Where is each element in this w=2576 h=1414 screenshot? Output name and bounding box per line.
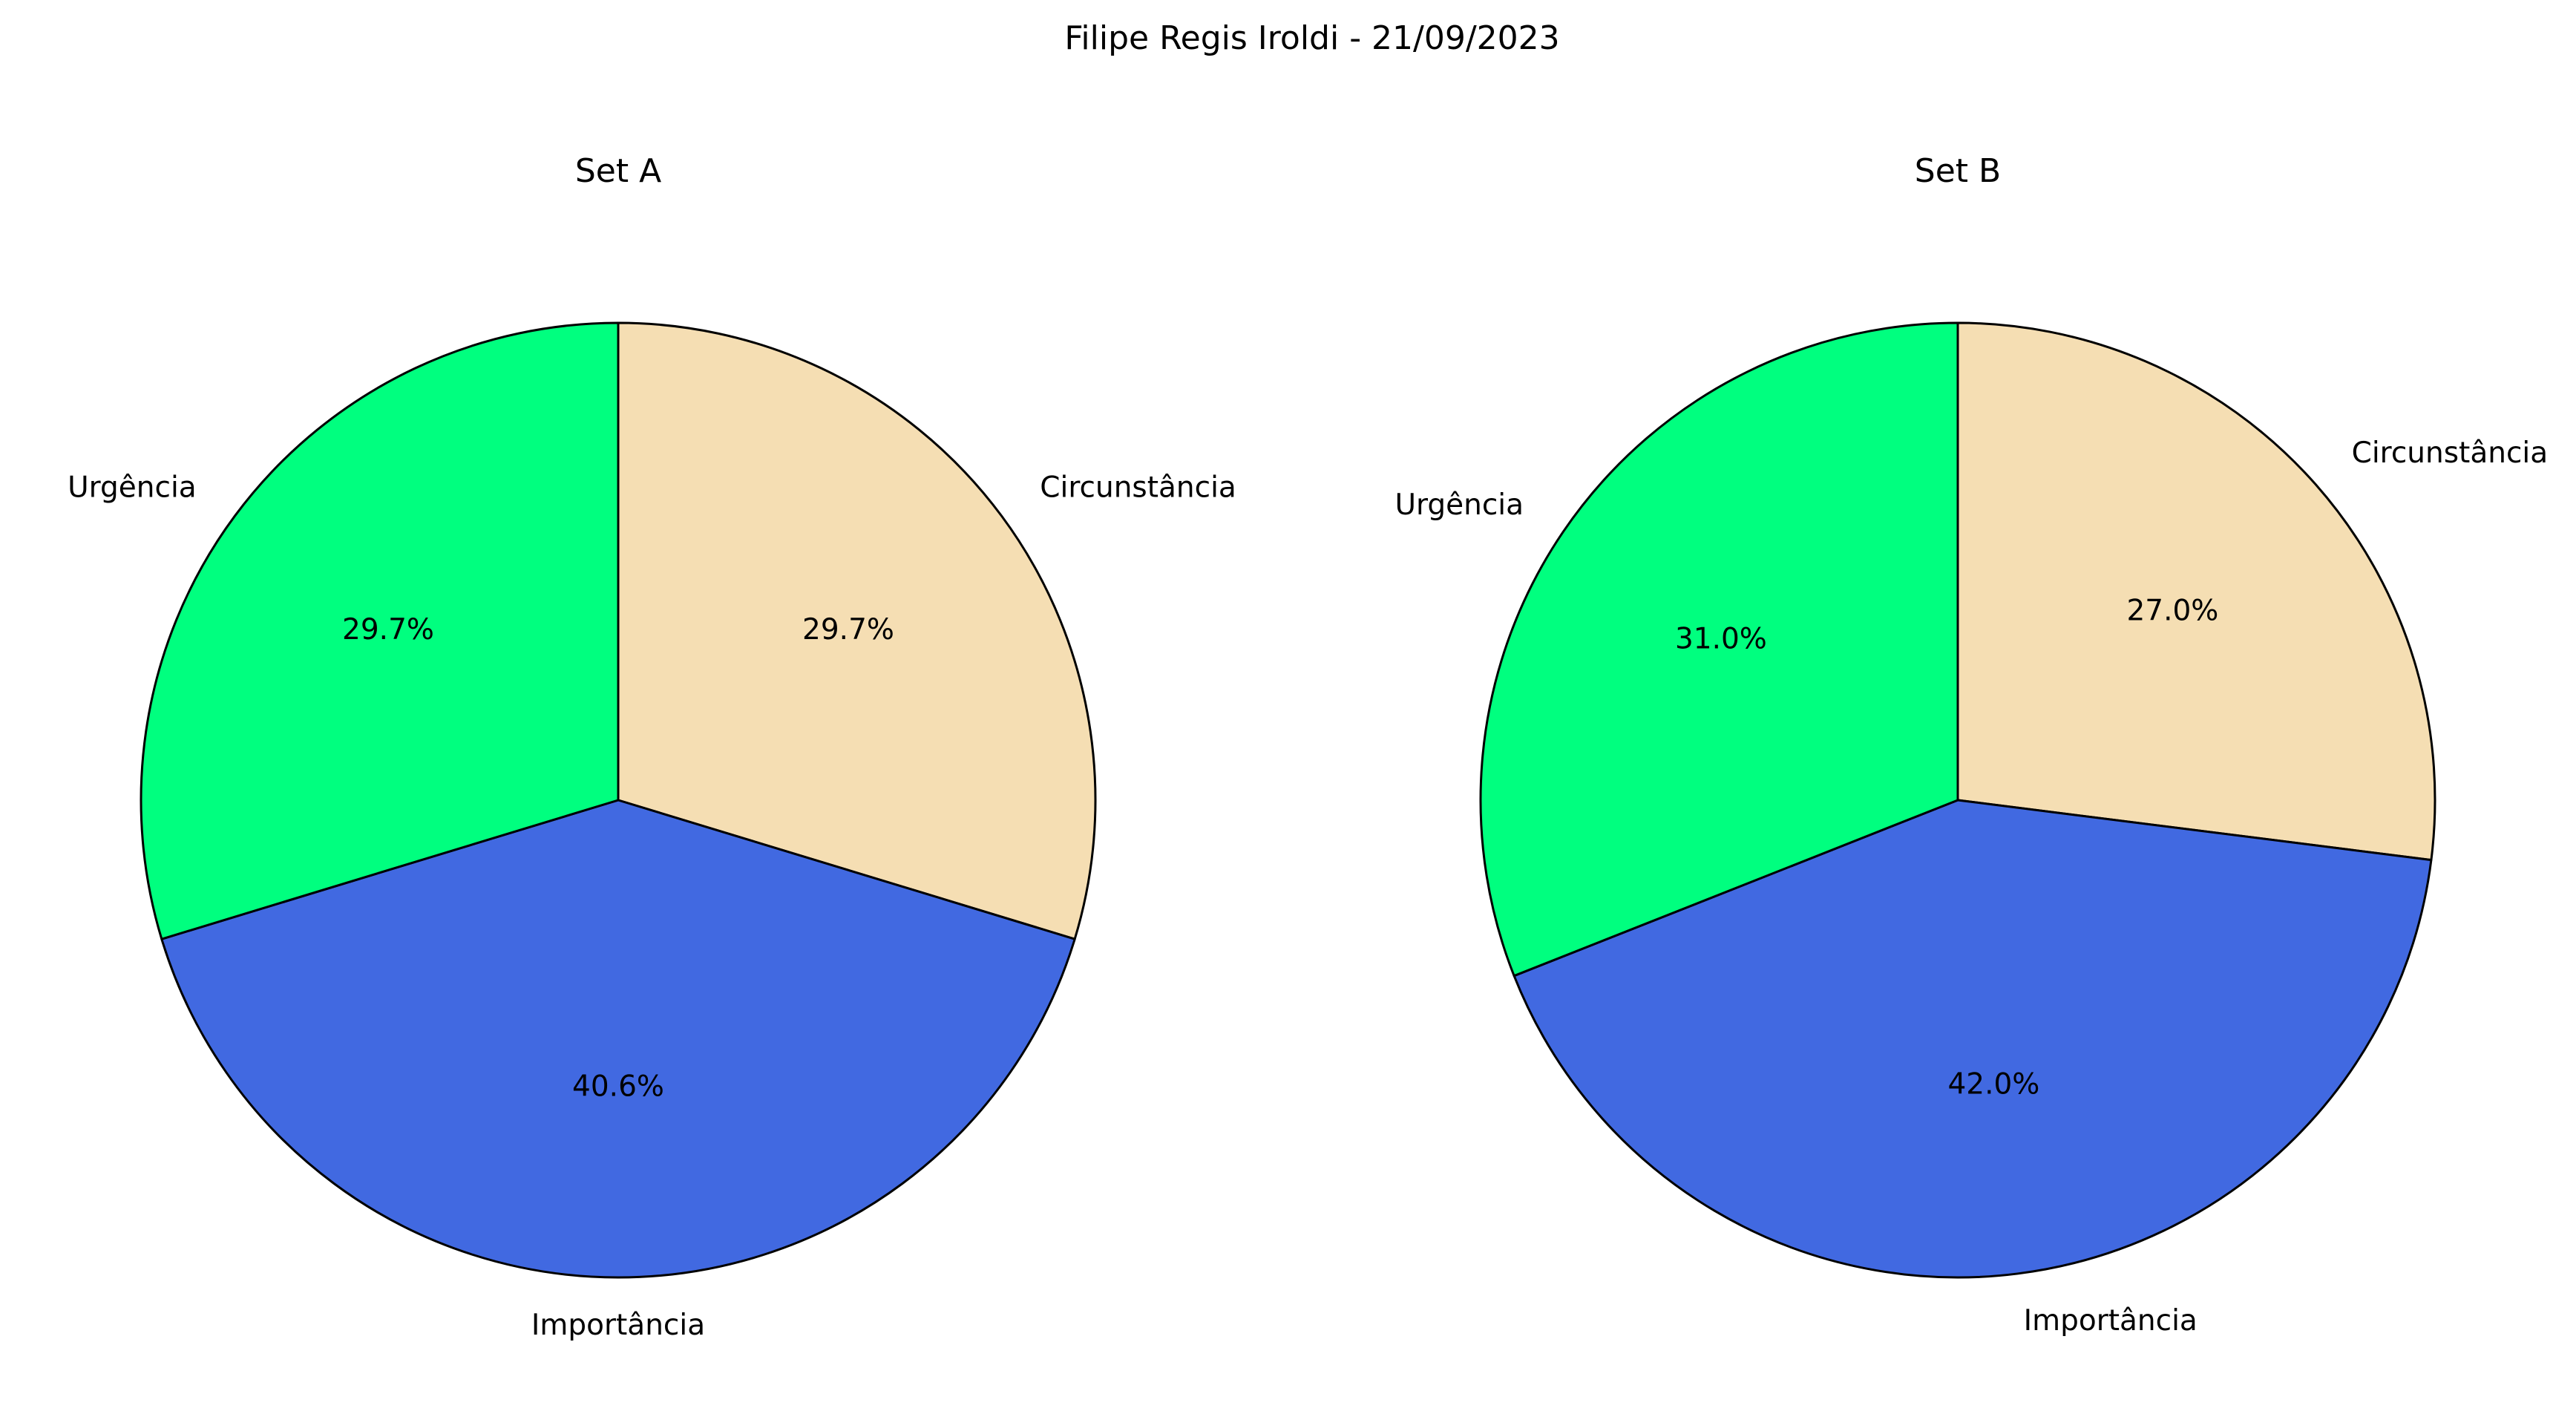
- percent-label-circunstancia-set-a: 29.7%: [802, 613, 894, 647]
- pie-labels-set-b: Circunstância 27.0% Importância 42.0% Urgênc…: [1394, 436, 2548, 1338]
- pie-slice-circunstancia-set-a: [617, 321, 1097, 940]
- percent-label-importancia-set-b: 42.0%: [1947, 1067, 2039, 1101]
- slice-label-importancia-set-a: Importância: [531, 1309, 705, 1342]
- percent-label-circunstancia-set-b: 27.0%: [2126, 594, 2218, 627]
- pie-chart-set-a: Set A Circunstância 29.7% Importância 40.6%…: [68, 152, 1236, 1342]
- slice-label-urgencia-set-a: Urgência: [68, 471, 197, 504]
- pie-slice-importancia-set-b: [1513, 799, 2433, 1279]
- percent-label-urgencia-set-a: 29.7%: [342, 613, 434, 647]
- slice-label-importancia-set-b: Importância: [2024, 1304, 2198, 1338]
- pie-slice-urgencia-set-b: [1479, 321, 1959, 978]
- percent-label-importancia-set-a: 40.6%: [572, 1070, 664, 1103]
- pie-labels-set-a: Circunstância 29.7% Importância 40.6% Urgênc…: [68, 471, 1236, 1341]
- percent-label-urgencia-set-b: 31.0%: [1675, 623, 1767, 656]
- slice-label-circunstancia-set-b: Circunstância: [2352, 436, 2549, 470]
- pie-slices-set-b: [1479, 321, 2436, 1279]
- chart-title-set-b: Set B: [1915, 152, 2001, 190]
- pie-slice-circunstancia-set-b: [1956, 321, 2436, 862]
- figure-title: Filipe Regis Iroldi - 21/09/2023: [1064, 19, 1559, 57]
- pie-slice-urgencia-set-a: [140, 321, 620, 940]
- chart-title-set-a: Set A: [575, 152, 661, 190]
- slice-label-circunstancia-set-a: Circunstância: [1040, 471, 1236, 504]
- pie-slice-importancia-set-a: [160, 799, 1076, 1279]
- pie-slices-set-a: [140, 321, 1097, 1279]
- slice-label-urgencia-set-b: Urgência: [1394, 488, 1524, 522]
- pie-chart-set-b: Set B Circunstância 27.0% Importância 42.0%…: [1394, 152, 2548, 1338]
